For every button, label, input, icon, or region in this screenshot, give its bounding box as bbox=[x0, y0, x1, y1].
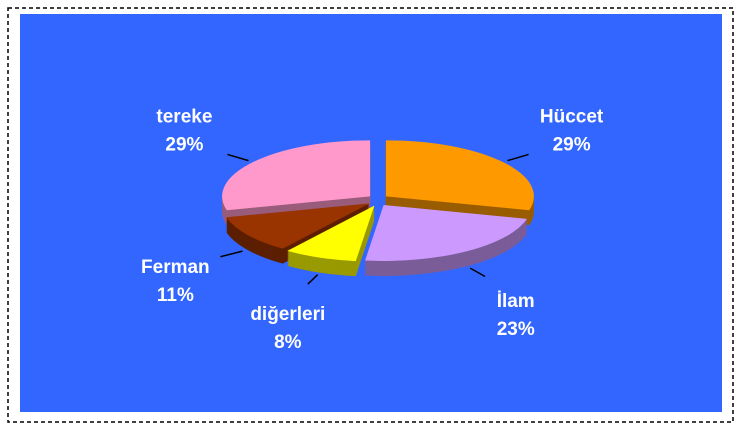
pie bbox=[222, 140, 534, 277]
slice-label: İlam bbox=[497, 291, 535, 312]
slice-label: Hüccet bbox=[540, 107, 604, 128]
slice-label: diğerleri bbox=[250, 304, 325, 325]
slice-label: Ferman bbox=[141, 257, 210, 278]
leader-line bbox=[469, 267, 486, 278]
leader-line bbox=[307, 274, 319, 285]
slice-label: tereke bbox=[156, 107, 212, 128]
value-label: 8% bbox=[274, 332, 302, 353]
value-label: 23% bbox=[497, 319, 535, 340]
slice bbox=[365, 204, 527, 261]
leader-line bbox=[220, 250, 243, 258]
value-label: 29% bbox=[553, 135, 591, 156]
leader-line bbox=[507, 153, 529, 162]
slice bbox=[385, 140, 534, 211]
leader-line bbox=[227, 153, 249, 162]
value-label: 29% bbox=[165, 135, 203, 156]
slice bbox=[287, 205, 375, 262]
slice bbox=[226, 203, 370, 249]
value-label: 11% bbox=[157, 285, 194, 306]
slice bbox=[222, 140, 371, 211]
